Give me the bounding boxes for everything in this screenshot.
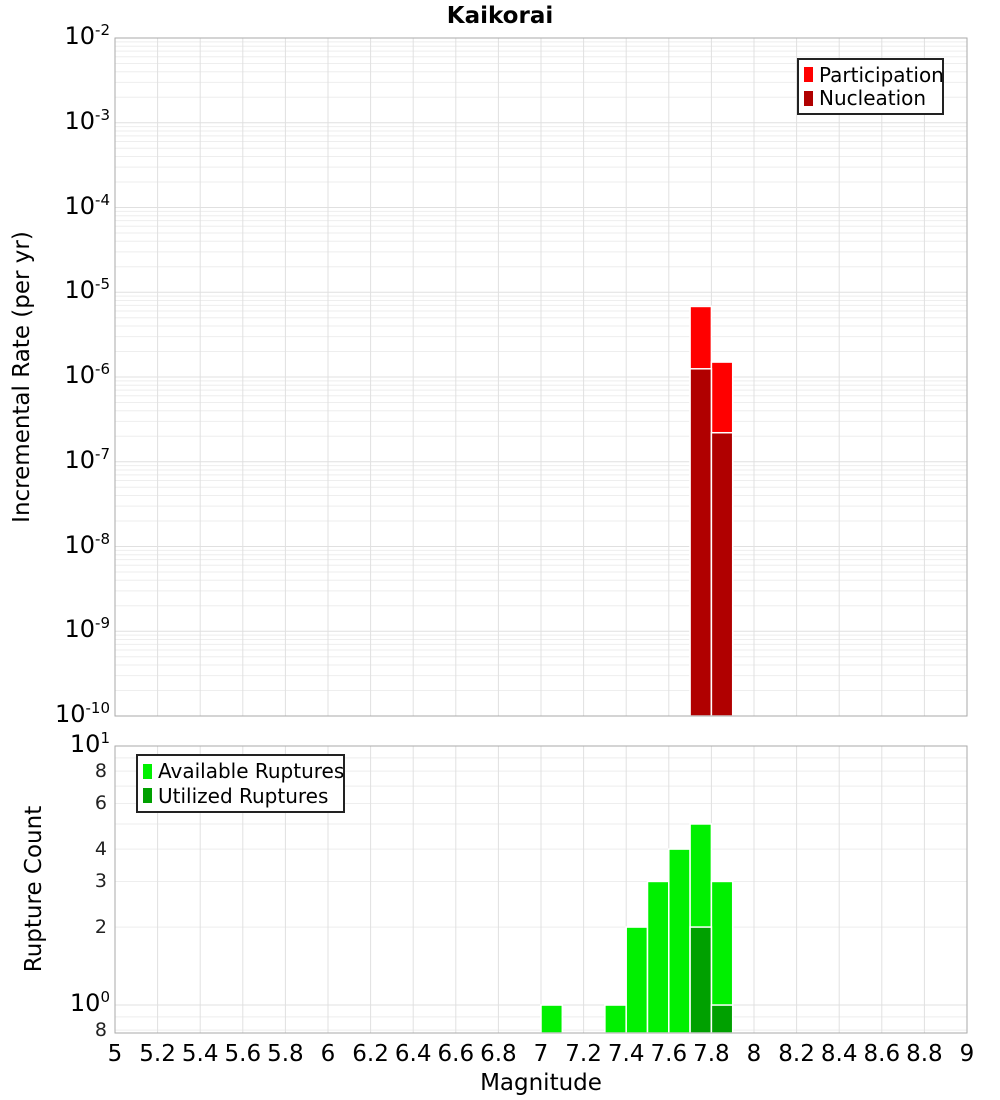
available-ruptures-bar — [668, 848, 691, 1034]
x-tick-label: 9 — [959, 1041, 975, 1067]
legend-item-available-ruptures: Available Ruptures — [143, 760, 344, 782]
x-tick-label: 6.6 — [437, 1041, 475, 1067]
available-ruptures-bar — [540, 1004, 564, 1034]
available-ruptures-bar — [625, 926, 649, 1034]
x-tick-label: 5 — [107, 1041, 123, 1067]
y-tick-label: 10-7 — [64, 444, 110, 474]
x-tick-label: 5.8 — [267, 1041, 304, 1067]
y-tick-label: 101 — [69, 729, 110, 758]
nucleation-swatch — [804, 90, 813, 106]
legend-item-nucleation: Nucleation — [804, 87, 937, 109]
x-tick-label: 8.6 — [863, 1041, 901, 1067]
x-tick-label: 7.4 — [607, 1041, 645, 1067]
participation-swatch — [804, 67, 813, 83]
available-ruptures-bar — [604, 1004, 627, 1034]
available-ruptures-swatch — [143, 763, 152, 779]
nucleation-bar — [689, 368, 713, 717]
y-tick-label: 10-3 — [64, 105, 110, 135]
x-tick-label: 8.4 — [820, 1041, 858, 1067]
x-tick-label: 6.8 — [480, 1041, 517, 1067]
legend-label-participation: Participation — [819, 62, 944, 87]
y-minor-tick-label: 6 — [94, 792, 107, 815]
utilized-ruptures-swatch — [143, 788, 152, 804]
y-tick-label: 10-10 — [54, 699, 110, 728]
x-tick-label: 6 — [320, 1041, 336, 1067]
y-tick-label: 100 — [69, 988, 110, 1018]
plot-border — [114, 37, 968, 717]
nucleation-bar — [710, 431, 734, 717]
available-ruptures-bar — [646, 880, 670, 1034]
chart-title: Kaikorai — [446, 3, 554, 29]
x-tick-label: 5.6 — [224, 1041, 262, 1067]
plot-border — [114, 745, 968, 1034]
y-minor-tick-label: 8 — [94, 1019, 107, 1042]
legend-item-utilized-ruptures: Utilized Ruptures — [143, 785, 338, 807]
legend-label-nucleation: Nucleation — [819, 86, 927, 111]
utilized-ruptures-bar — [710, 1004, 734, 1034]
x-tick-label: 6.4 — [394, 1041, 432, 1067]
x-tick-label: 7.2 — [565, 1041, 602, 1067]
y-tick-label: 10-5 — [64, 275, 110, 305]
x-axis-label: Magnitude — [480, 1070, 602, 1096]
top-legend: Participation Nucleation — [797, 58, 944, 115]
utilized-ruptures-bar — [689, 926, 713, 1034]
y-minor-tick-label: 3 — [94, 870, 107, 893]
x-tick-label: 5.4 — [181, 1041, 219, 1067]
y-tick-label: 10-2 — [64, 21, 110, 50]
legend-label-utilized-ruptures: Utilized Ruptures — [158, 783, 329, 808]
y-minor-tick-label: 2 — [94, 916, 107, 939]
y-tick-label: 10-8 — [64, 529, 110, 559]
y-minor-tick-label: 4 — [94, 838, 107, 861]
x-tick-label: 8 — [746, 1041, 762, 1067]
y-tick-label: 10-9 — [64, 614, 110, 644]
x-tick-label: 7.6 — [650, 1041, 688, 1067]
y-minor-tick-label: 8 — [94, 760, 107, 783]
x-tick-label: 7.8 — [693, 1041, 730, 1067]
x-tick-label: 6.2 — [352, 1041, 389, 1067]
y-tick-label: 10-4 — [64, 190, 110, 220]
x-tick-label: 8.8 — [906, 1041, 943, 1067]
legend-item-participation: Participation — [804, 64, 944, 86]
bottom-legend: Available Ruptures Utilized Ruptures — [136, 754, 345, 813]
x-tick-label: 8.2 — [778, 1041, 815, 1067]
y-tick-label: 10-6 — [64, 360, 110, 389]
x-tick-label: 7 — [533, 1041, 549, 1067]
x-tick-label: 5.2 — [139, 1041, 176, 1067]
legend-label-available-ruptures: Available Ruptures — [158, 759, 345, 784]
